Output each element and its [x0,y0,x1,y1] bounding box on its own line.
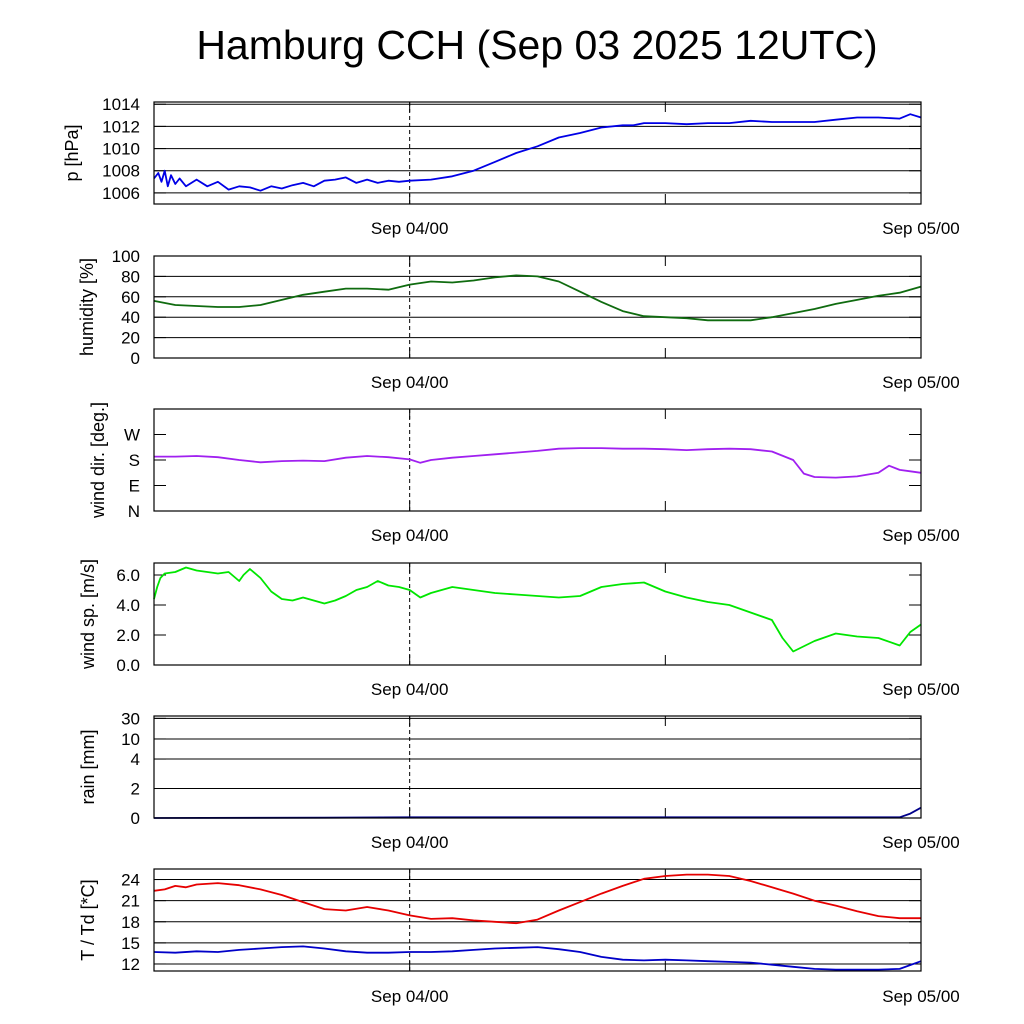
x-tick-label: Sep 05/00 [882,373,960,392]
y-tick-label: 10 [121,730,140,749]
plot-frame [153,255,922,359]
y-tick-label: 0 [131,349,140,368]
y-tick-label: 40 [121,308,140,327]
y-tick-label: N [128,502,140,521]
y-axis-label: wind sp. [m/s] [78,559,98,670]
y-tick-label: 1008 [102,162,140,181]
plot-frame [153,101,922,205]
series-line-1 [153,274,922,322]
panel-6: 12 15 18 21 24 Sep 04/00 Sep 05/00 T / Td [*C] [78,868,960,1006]
y-axis-label: p [hPa] [62,124,82,181]
y-tick-label: 2.0 [116,626,140,645]
x-tick-label: Sep 04/00 [371,987,449,1006]
y-axis-label: humidity [%] [77,258,97,356]
panel-1: 1006 1008 1010 1012 1014 Sep 04/00 Sep 05/00 p … [62,95,960,238]
plot-frame [153,868,922,972]
y-tick-label: 0.0 [116,656,140,675]
y-tick-label: 6.0 [116,566,140,585]
x-tick-label: Sep 04/00 [371,373,449,392]
y-tick-label: 12 [121,955,140,974]
x-tick-label: Sep 05/00 [882,526,960,545]
y-tick-label: 21 [121,892,140,911]
series-line-1 [153,806,922,819]
x-tick-label: Sep 04/00 [371,680,449,699]
y-tick-label: 1012 [102,117,140,136]
x-tick-label: Sep 04/00 [371,219,449,238]
y-tick-label: 2 [131,780,140,799]
panel-5: 0 2 410 30 Sep 04/00 Sep 05/00 rain [mm] [78,709,960,852]
series-line-1 [153,113,922,192]
plot-frame [153,408,922,512]
y-tick-label: 1010 [102,140,140,159]
plot-frame [153,562,922,666]
page-title: Hamburg CCH (Sep 03 2025 12UTC) [196,22,878,68]
y-tick-label: 0 [131,809,140,828]
y-tick-label: 1006 [102,184,140,203]
series-line-1 [153,566,922,653]
series-line-1 [153,873,921,925]
panel-4: 0.0 2.0 4.0 6.0 Sep 04/00 Sep 05/00 wind sp. [… [78,559,960,699]
y-tick-label: 4.0 [116,596,140,615]
plot-frame [153,715,922,819]
y-tick-label: 60 [121,288,140,307]
x-tick-label: Sep 05/00 [882,833,960,852]
y-tick-label: W [124,426,140,445]
y-tick-label: 4 [131,750,140,769]
y-axis-label: rain [mm] [78,729,98,804]
y-tick-label: 18 [121,913,140,932]
y-tick-label: 100 [112,247,140,266]
y-axis-label: T / Td [*C] [78,879,98,960]
x-tick-label: Sep 05/00 [882,219,960,238]
y-tick-label: 20 [121,329,140,348]
y-tick-label: 15 [121,934,140,953]
y-tick-label: 1014 [102,95,140,114]
y-tick-label: S [129,451,140,470]
x-tick-label: Sep 04/00 [371,526,449,545]
y-tick-label: 24 [121,871,140,890]
y-tick-label: E [129,477,140,496]
x-tick-label: Sep 04/00 [371,833,449,852]
x-tick-label: Sep 05/00 [882,680,960,699]
y-tick-label: 80 [121,267,140,286]
y-tick-label: 30 [121,709,140,728]
y-axis-label: wind dir. [deg.] [88,402,108,519]
series-line-2 [153,945,922,971]
x-tick-label: Sep 05/00 [882,987,960,1006]
series-line-1 [154,447,922,479]
